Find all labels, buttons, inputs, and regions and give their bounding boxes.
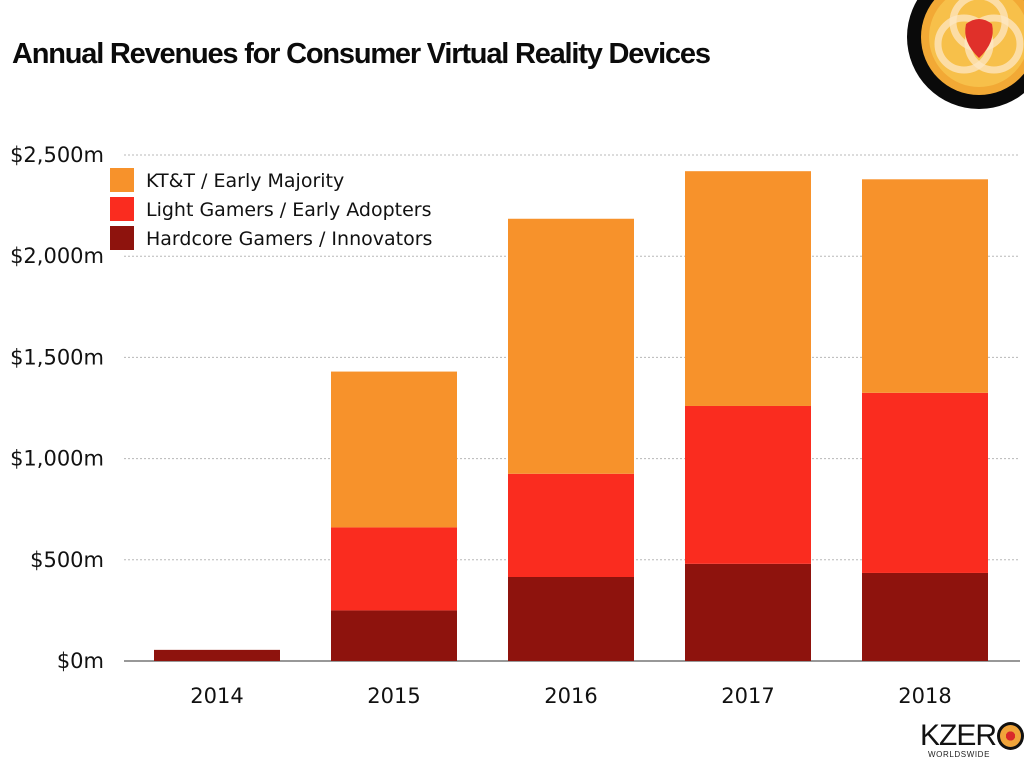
bar-segment-hardcore	[685, 563, 811, 661]
x-axis-ticks: 2014 2015 2016 2017 2018	[190, 684, 951, 708]
chart-title: Annual Revenues for Consumer Virtual Rea…	[12, 38, 711, 70]
bar-group-2015	[331, 371, 457, 661]
y-tick-label: $1,000m	[10, 447, 104, 471]
legend-swatch	[110, 168, 134, 192]
legend-swatch	[110, 226, 134, 250]
legend-label: KT&T / Early Majority	[146, 170, 344, 192]
y-axis-ticks: $0m $500m $1,000m $1,500m $2,000m $2,500m	[10, 143, 104, 673]
bar-segment-hardcore	[154, 649, 280, 661]
brand-tagline: WORLDSWIDE	[928, 750, 990, 759]
bar-segment-kt-t	[862, 179, 988, 393]
legend-label: Light Gamers / Early Adopters	[146, 199, 432, 221]
bar-segment-light	[685, 405, 811, 564]
y-tick-label: $1,500m	[10, 345, 104, 369]
y-tick-label: $0m	[57, 649, 104, 673]
bar-segment-hardcore	[508, 577, 634, 661]
legend: KT&T / Early Majority Light Gamers / Earl…	[110, 168, 432, 250]
bar-segment-kt-t	[331, 371, 457, 528]
legend-item: Light Gamers / Early Adopters	[110, 197, 432, 221]
brand-o-logo-icon	[997, 722, 1024, 750]
x-tick-label: 2016	[544, 684, 597, 708]
y-tick-label: $2,000m	[10, 244, 104, 268]
bar-segment-light	[862, 392, 988, 573]
x-tick-label: 2015	[367, 684, 420, 708]
bar-segment-hardcore	[862, 572, 988, 661]
bar-group-2017	[685, 171, 811, 661]
bars	[154, 171, 988, 661]
bar-segment-kt-t	[508, 218, 634, 474]
y-tick-label: $2,500m	[10, 143, 104, 167]
x-tick-label: 2014	[190, 684, 243, 708]
legend-swatch	[110, 197, 134, 221]
bar-group-2016	[508, 218, 634, 661]
bar-segment-hardcore	[331, 610, 457, 661]
bar-segment-light	[508, 473, 634, 578]
kzero-wordmark: KZER WORLDSWIDE	[920, 719, 1024, 759]
bar-segment-kt-t	[685, 171, 811, 406]
legend-item: KT&T / Early Majority	[110, 168, 344, 192]
bar-group-2018	[862, 179, 988, 661]
x-tick-label: 2017	[721, 684, 774, 708]
kzero-circle-logo-icon	[907, 0, 1024, 109]
legend-item: Hardcore Gamers / Innovators	[110, 226, 432, 250]
bar-segment-light	[331, 527, 457, 611]
y-tick-label: $500m	[30, 548, 104, 572]
x-tick-label: 2018	[898, 684, 951, 708]
brand-name: KZER	[920, 719, 997, 752]
legend-label: Hardcore Gamers / Innovators	[146, 228, 432, 250]
bar-group-2014	[154, 649, 280, 661]
